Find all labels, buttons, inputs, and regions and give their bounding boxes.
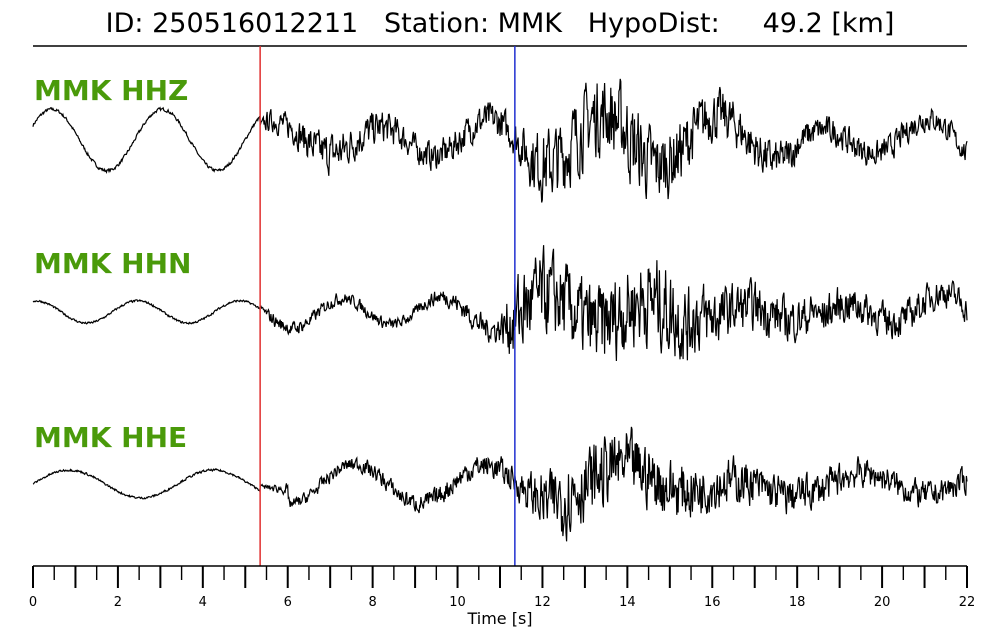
channel-labels-group: MMK HHZ MMK HHN MMK HHE [34,74,191,454]
x-axis-label: Time [s] [466,609,532,628]
x-tick-label: 4 [199,595,207,610]
x-tick-label: 22 [959,595,976,610]
channel-label-mmk-hhe: MMK HHE [34,421,187,454]
traces-group [33,79,967,541]
x-tick-label: 12 [534,595,551,610]
time-axis: 0 2 4 6 8 10 12 14 16 18 20 22 [29,566,975,610]
x-tick-label: 0 [29,595,37,610]
x-tick-label: 2 [114,595,122,610]
x-tick-label: 6 [284,595,292,610]
x-tick-label: 14 [619,595,636,610]
x-tick-label: 16 [704,595,721,610]
channel-label-mmk-hhz: MMK HHZ [34,74,188,107]
x-tick-label: 8 [368,595,376,610]
channel-label-mmk-hhn: MMK HHN [34,247,191,280]
x-tick-label: 10 [449,595,466,610]
x-tick-label: 20 [874,595,891,610]
x-tick-label: 18 [789,595,806,610]
